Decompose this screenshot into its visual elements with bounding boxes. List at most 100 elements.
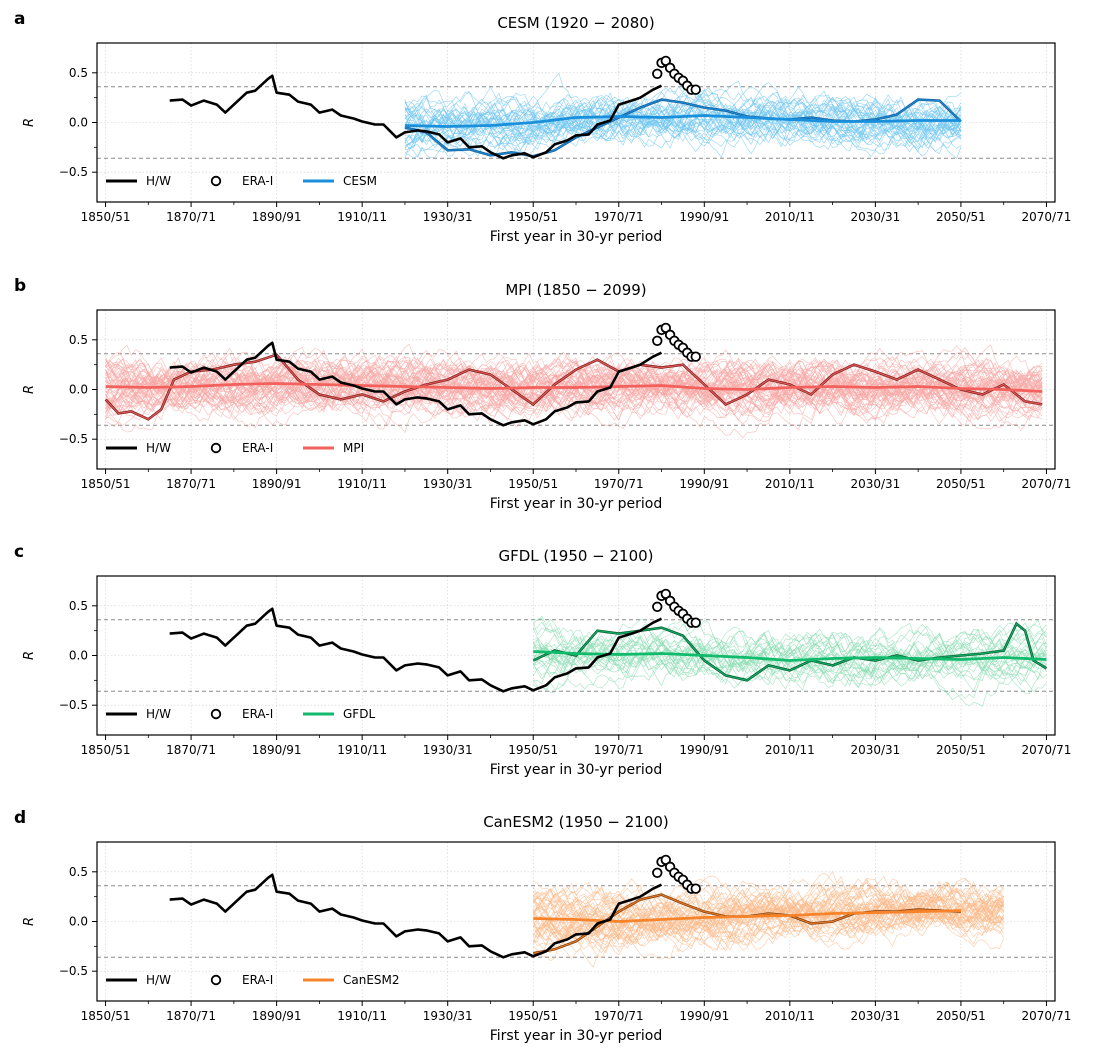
x-tick-label: 1970/71 xyxy=(594,477,644,491)
panel-label: d xyxy=(14,808,26,828)
x-tick-label: 1890/91 xyxy=(252,210,302,224)
x-tick-label: 1970/71 xyxy=(594,210,644,224)
x-tick-label: 2030/31 xyxy=(850,477,900,491)
x-tick-label: 1890/91 xyxy=(252,477,302,491)
y-tick-label: −0.5 xyxy=(59,698,88,712)
y-axis-label: R xyxy=(22,385,37,394)
x-tick-label: 2070/71 xyxy=(1022,743,1072,757)
x-tick-label: 1870/71 xyxy=(166,477,216,491)
legend-hw-label: H/W xyxy=(146,707,171,721)
x-tick-label: 2070/71 xyxy=(1022,477,1072,491)
x-tick-label: 1950/51 xyxy=(508,743,558,757)
panel-label: c xyxy=(14,542,24,562)
x-tick-label: 1930/31 xyxy=(423,743,473,757)
x-tick-label: 1930/31 xyxy=(423,1009,473,1023)
legend-era-label: ERA-I xyxy=(242,441,273,455)
x-axis-label: First year in 30-yr period xyxy=(490,496,663,512)
panel-title: GFDL (1950 − 2100) xyxy=(498,547,653,565)
x-tick-label: 1930/31 xyxy=(423,477,473,491)
y-tick-label: 0.0 xyxy=(69,649,88,663)
era-interim-point xyxy=(653,70,662,79)
x-axis-label: First year in 30-yr period xyxy=(490,762,663,778)
y-tick-label: −0.5 xyxy=(59,964,88,978)
x-tick-label: 1850/51 xyxy=(81,210,131,224)
x-tick-label: 1850/51 xyxy=(81,477,131,491)
x-tick-label: 2070/71 xyxy=(1022,210,1072,224)
y-tick-label: 0.0 xyxy=(69,915,88,929)
y-axis-label: R xyxy=(22,651,37,660)
panel-b: 1850/51 1870/71 1890/91 1910/11 1930/31 1950/… xyxy=(14,276,1071,512)
panel-title: MPI (1850 − 2099) xyxy=(505,281,646,299)
legend-era-swatch xyxy=(212,177,221,186)
legend-hw-label: H/W xyxy=(146,441,171,455)
panel-a: 1850/51 1870/71 1890/91 1910/11 1930/31 1950/… xyxy=(14,9,1071,245)
x-tick-label: 1870/71 xyxy=(166,743,216,757)
x-tick-label: 2010/11 xyxy=(765,743,815,757)
legend-hw-label: H/W xyxy=(146,174,171,188)
x-axis-label: First year in 30-yr period xyxy=(490,229,663,245)
era-interim-point xyxy=(691,352,700,361)
legend-model-label: CESM xyxy=(343,174,377,188)
x-tick-label: 1850/51 xyxy=(81,1009,131,1023)
x-tick-label: 1990/91 xyxy=(679,210,729,224)
x-tick-label: 1970/71 xyxy=(594,1009,644,1023)
panel-title: CESM (1920 − 2080) xyxy=(497,14,654,32)
x-tick-label: 1870/71 xyxy=(166,1009,216,1023)
x-tick-label: 2030/31 xyxy=(850,743,900,757)
x-tick-label: 1990/91 xyxy=(679,477,729,491)
y-axis-label: R xyxy=(22,917,37,926)
legend-model-label: CanESM2 xyxy=(343,973,400,987)
x-tick-label: 1890/91 xyxy=(252,743,302,757)
era-interim-point xyxy=(691,884,700,893)
era-interim-point xyxy=(653,869,662,878)
panel-label: a xyxy=(14,9,25,29)
x-tick-label: 1950/51 xyxy=(508,210,558,224)
x-tick-label: 1950/51 xyxy=(508,477,558,491)
legend-era-label: ERA-I xyxy=(242,174,273,188)
y-tick-label: 0.5 xyxy=(69,333,88,347)
legend-era-swatch xyxy=(212,444,221,453)
y-tick-label: 0.5 xyxy=(69,599,88,613)
x-tick-label: 1910/11 xyxy=(337,1009,387,1023)
y-tick-label: −0.5 xyxy=(59,165,88,179)
era-interim-point xyxy=(653,337,662,346)
x-tick-label: 2010/11 xyxy=(765,477,815,491)
x-tick-label: 1870/71 xyxy=(166,210,216,224)
era-interim-point xyxy=(691,85,700,94)
x-tick-label: 2050/51 xyxy=(936,743,986,757)
x-tick-label: 2050/51 xyxy=(936,210,986,224)
x-tick-label: 1990/91 xyxy=(679,743,729,757)
x-tick-label: 1910/11 xyxy=(337,477,387,491)
panel-d: 1850/51 1870/71 1890/91 1910/11 1930/31 1950/… xyxy=(14,808,1071,1044)
panel-label: b xyxy=(14,276,26,296)
x-tick-label: 2030/31 xyxy=(850,1009,900,1023)
panel-c: 1850/51 1870/71 1890/91 1910/11 1930/31 1950/… xyxy=(14,542,1071,778)
legend-era-swatch xyxy=(212,976,221,985)
x-tick-label: 2010/11 xyxy=(765,210,815,224)
plot-area xyxy=(106,324,1043,438)
y-tick-label: 0.0 xyxy=(69,116,88,130)
x-tick-label: 1950/51 xyxy=(508,1009,558,1023)
plot-area xyxy=(170,590,1047,707)
x-tick-label: 1910/11 xyxy=(337,743,387,757)
x-tick-label: 1850/51 xyxy=(81,743,131,757)
x-tick-label: 1990/91 xyxy=(679,1009,729,1023)
x-tick-label: 2030/31 xyxy=(850,210,900,224)
legend-era-swatch xyxy=(212,710,221,719)
x-tick-label: 2050/51 xyxy=(936,477,986,491)
observed-hw-line xyxy=(170,609,662,692)
legend-era-label: ERA-I xyxy=(242,707,273,721)
x-tick-label: 2070/71 xyxy=(1022,1009,1072,1023)
x-tick-label: 2050/51 xyxy=(936,1009,986,1023)
era-interim-point xyxy=(691,618,700,627)
y-tick-label: −0.5 xyxy=(59,432,88,446)
y-tick-label: 0.5 xyxy=(69,865,88,879)
y-tick-label: 0.5 xyxy=(69,66,88,80)
legend-model-label: MPI xyxy=(343,441,364,455)
x-tick-label: 1970/71 xyxy=(594,743,644,757)
panel-title: CanESM2 (1950 − 2100) xyxy=(483,813,669,831)
x-tick-label: 1930/31 xyxy=(423,210,473,224)
x-tick-label: 2010/11 xyxy=(765,1009,815,1023)
plot-area xyxy=(170,856,1004,968)
